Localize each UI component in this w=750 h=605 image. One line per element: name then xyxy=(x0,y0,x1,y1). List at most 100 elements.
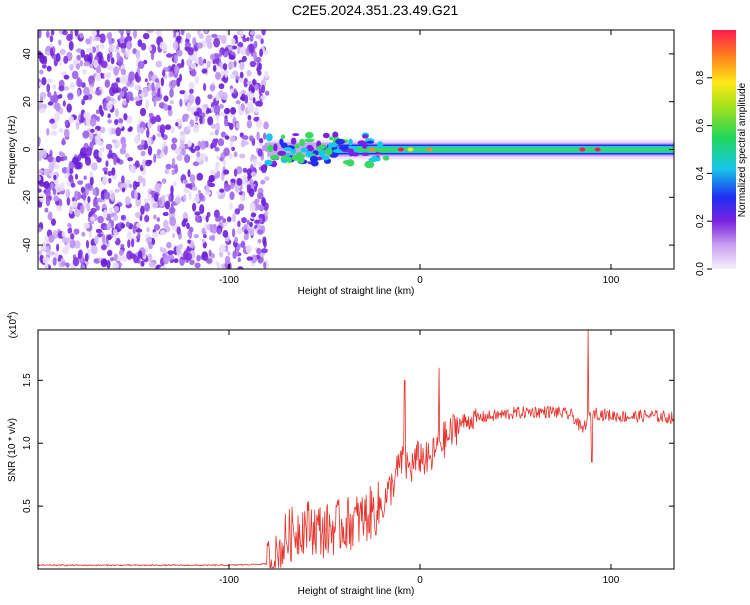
y-tick-label: 20 xyxy=(22,96,33,108)
noise-speck xyxy=(172,181,177,187)
noise-speck xyxy=(59,151,63,157)
noise-speck xyxy=(153,153,157,163)
noise-speck xyxy=(262,236,267,246)
noise-speck xyxy=(185,183,191,188)
noise-speck xyxy=(90,128,95,133)
noise-speck xyxy=(167,254,175,260)
noise-speck xyxy=(137,232,141,239)
noise-speck xyxy=(217,34,222,40)
heatmap-y-ticks: -40 -20 0 20 40 xyxy=(22,48,674,252)
noise-speck xyxy=(112,228,118,235)
noise-speck xyxy=(173,258,179,264)
noise-speck xyxy=(150,50,155,61)
signal-blob xyxy=(361,152,370,156)
noise-speck xyxy=(228,61,235,69)
noise-speck xyxy=(69,205,73,215)
noise-speck xyxy=(233,168,238,177)
noise-speck xyxy=(218,83,225,90)
noise-speck xyxy=(113,156,117,166)
noise-speck xyxy=(100,110,104,117)
noise-speck xyxy=(153,193,159,202)
noise-speck xyxy=(120,42,127,50)
noise-speck xyxy=(241,135,249,140)
noise-speck xyxy=(105,160,109,168)
noise-speck xyxy=(117,255,124,262)
chart-title: C2E5.2024.351.23.49.G21 xyxy=(291,2,459,18)
noise-speck xyxy=(155,30,161,36)
noise-speck xyxy=(195,96,201,106)
noise-speck xyxy=(135,75,142,83)
noise-speck xyxy=(134,211,141,219)
noise-speck xyxy=(241,217,247,224)
x-tick-label: 0 xyxy=(417,575,423,586)
noise-speck xyxy=(95,65,102,74)
noise-speck xyxy=(163,95,169,102)
noise-speck xyxy=(119,36,126,44)
noise-speck xyxy=(67,222,72,228)
noise-speck xyxy=(204,103,209,109)
noise-speck xyxy=(128,184,132,188)
y-tick-label: -40 xyxy=(22,237,33,252)
noise-speck xyxy=(198,33,204,39)
signal-blob xyxy=(266,144,274,153)
noise-speck xyxy=(51,218,56,226)
noise-speck xyxy=(162,211,169,217)
noise-speck xyxy=(110,97,115,103)
noise-speck xyxy=(165,124,171,130)
noise-speck xyxy=(210,106,214,112)
noise-speck xyxy=(147,253,153,263)
noise-speck xyxy=(201,68,208,74)
noise-speck xyxy=(121,215,125,221)
signal-hotspot xyxy=(594,147,601,152)
noise-speck xyxy=(113,205,120,213)
noise-speck xyxy=(148,45,153,52)
noise-speck xyxy=(196,42,203,49)
noise-speck xyxy=(119,147,127,155)
noise-speck xyxy=(201,251,209,261)
noise-speck xyxy=(157,87,161,98)
noise-speck xyxy=(120,223,126,229)
noise-speck xyxy=(228,152,233,160)
noise-speck xyxy=(44,207,49,213)
noise-speck xyxy=(241,89,246,95)
noise-speck xyxy=(107,113,111,119)
noise-speck xyxy=(258,217,263,224)
noise-speck xyxy=(122,99,127,106)
noise-speck xyxy=(215,161,220,167)
noise-speck xyxy=(76,48,82,53)
noise-speck xyxy=(222,230,229,238)
noise-speck xyxy=(131,238,135,248)
noise-speck xyxy=(73,228,80,235)
noise-speck xyxy=(90,245,98,255)
noise-speck xyxy=(145,99,150,110)
noise-speck xyxy=(264,90,270,96)
noise-speck xyxy=(62,30,68,36)
noise-speck xyxy=(260,248,268,254)
noise-speck xyxy=(165,169,170,175)
noise-speck xyxy=(112,214,119,221)
noise-speck xyxy=(261,197,266,207)
signal-blob xyxy=(265,133,273,142)
noise-speck xyxy=(121,175,125,184)
noise-speck xyxy=(239,45,247,56)
noise-speck xyxy=(217,263,221,269)
noise-speck xyxy=(79,32,84,39)
noise-speck xyxy=(214,129,219,136)
noise-speck xyxy=(190,63,197,69)
snr-y-ticks: 0.5 1.0 1.5 xyxy=(22,373,674,513)
noise-speck xyxy=(251,254,258,264)
noise-speck xyxy=(188,93,193,99)
signal-blob xyxy=(322,132,330,139)
noise-speck xyxy=(260,95,266,100)
noise-speck xyxy=(96,30,100,34)
noise-speck xyxy=(210,53,216,61)
noise-speck xyxy=(237,102,241,113)
signal-blob xyxy=(310,160,319,167)
noise-speck xyxy=(208,249,212,257)
noise-speck xyxy=(54,183,62,193)
noise-speck xyxy=(246,119,252,129)
noise-speck xyxy=(245,244,252,254)
noise-speck xyxy=(194,145,201,151)
noise-speck xyxy=(76,89,81,97)
noise-speck xyxy=(134,96,141,102)
